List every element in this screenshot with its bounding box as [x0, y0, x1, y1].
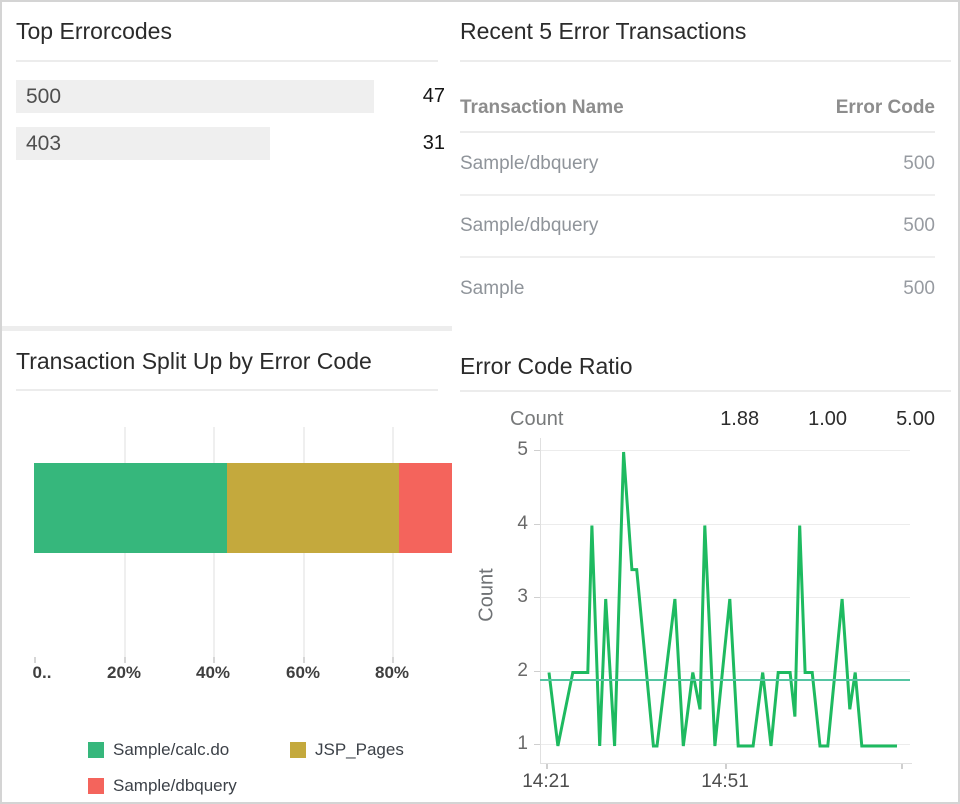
panel-title-error-code-ratio: Error Code Ratio — [460, 353, 633, 379]
x-axis-label: 40% — [195, 663, 231, 682]
y-axis-tick — [534, 524, 540, 525]
x-axis-label: 20% — [106, 663, 142, 682]
table-row[interactable]: Sample 500 — [460, 258, 935, 320]
x-axis-label: 80% — [374, 663, 410, 682]
errorcode-bar: 403 — [16, 127, 270, 160]
axis-tick — [392, 657, 394, 663]
y-axis-tick — [534, 597, 540, 598]
error-code-cell: 500 — [903, 278, 935, 299]
legend-item[interactable]: Sample/calc.do — [88, 740, 290, 760]
axis-tick — [303, 657, 305, 663]
bar-segment-sample-calc-do[interactable] — [34, 463, 229, 553]
y-axis-label: 2 — [517, 660, 528, 681]
gridline-horizontal — [540, 744, 910, 745]
axis-tick — [124, 657, 126, 663]
errorcode-value: 47 — [422, 85, 445, 107]
errorcode-label: 500 — [26, 85, 62, 108]
errorcode-row[interactable]: 500 47 — [16, 80, 452, 113]
stat-max: 5.00 — [896, 408, 935, 430]
legend-swatch-icon — [88, 778, 104, 794]
transactions-table: Sample/dbquery 500 Sample/dbquery 500 Sample… — [460, 134, 935, 320]
divider — [460, 390, 951, 392]
legend-label: Sample/calc.do — [113, 740, 230, 759]
errorcode-row[interactable]: 403 31 — [16, 127, 452, 160]
average-line — [540, 679, 910, 681]
errorcode-bar-list: 500 47 403 31 — [16, 80, 452, 174]
panel-title-recent-transactions: Recent 5 Error Transactions — [460, 18, 747, 44]
column-header-transaction-name: Transaction Name — [460, 97, 624, 118]
legend-label: Sample/dbquery — [113, 776, 237, 795]
legend-item[interactable]: JSP_Pages — [290, 740, 452, 760]
divider — [460, 60, 951, 62]
transaction-name-cell: Sample — [460, 278, 525, 299]
stat-min: 1.00 — [808, 408, 848, 430]
y-axis-line — [540, 438, 541, 764]
y-axis-tick — [534, 671, 540, 672]
axis-tick — [34, 657, 36, 663]
y-axis-label: 1 — [517, 733, 528, 754]
gridline-horizontal — [540, 524, 910, 525]
panel-top-errorcodes: Top Errorcodes 500 47 403 31 — [2, 2, 452, 326]
count-series-line — [547, 451, 897, 748]
transaction-name-cell: Sample/dbquery — [460, 153, 599, 174]
axis-tick — [213, 657, 215, 663]
stats-values: 1.88 1.00 5.00 — [720, 408, 935, 431]
panel-right-column: Recent 5 Error Transactions Transaction … — [452, 2, 958, 802]
gridline-horizontal — [540, 597, 910, 598]
panel-title-transaction-split: Transaction Split Up by Error Code — [16, 348, 372, 374]
error-code-cell: 500 — [903, 215, 935, 236]
legend-label: JSP_Pages — [315, 740, 404, 759]
table-row[interactable]: Sample/dbquery 500 — [460, 134, 935, 196]
y-axis-tick — [534, 744, 540, 745]
column-header-error-code: Error Code — [835, 97, 935, 118]
errorcode-value: 31 — [422, 132, 445, 154]
y-axis-label: 5 — [517, 439, 528, 460]
panel-transaction-split: Transaction Split Up by Error Code 0.. 20… — [2, 331, 452, 802]
y-axis-label: 4 — [517, 513, 528, 534]
gridline-horizontal — [540, 671, 910, 672]
divider — [16, 389, 438, 391]
divider — [460, 131, 935, 133]
legend-row: Sample/calc.do JSP_Pages — [88, 740, 452, 760]
divider — [16, 60, 438, 62]
legend-item[interactable]: Sample/dbquery — [88, 776, 290, 796]
x-axis-label: 14:51 — [701, 771, 749, 792]
errorcode-bar: 500 — [16, 80, 374, 113]
legend-swatch-icon — [88, 742, 104, 758]
y-axis-label: 3 — [517, 586, 528, 607]
legend-row: Sample/dbquery — [88, 776, 290, 796]
legend-swatch-icon — [290, 742, 306, 758]
bar-segment-sample-dbquery[interactable] — [398, 463, 452, 553]
x-axis-label: 0.. — [32, 663, 52, 682]
panel-separator — [2, 326, 452, 331]
error-code-cell: 500 — [903, 153, 935, 174]
table-row[interactable]: Sample/dbquery 500 — [460, 196, 935, 258]
stats-count-label: Count — [510, 408, 564, 430]
x-axis-label: 14:21 — [522, 771, 570, 792]
x-axis-tick — [546, 763, 548, 769]
x-axis-tick — [725, 763, 727, 769]
stat-average: 1.88 — [720, 408, 760, 430]
error-ratio-line-chart[interactable] — [540, 440, 912, 754]
x-axis-line — [540, 763, 912, 764]
y-axis-tick — [534, 450, 540, 451]
transaction-name-cell: Sample/dbquery — [460, 215, 599, 236]
errorcode-label: 403 — [26, 132, 62, 155]
panel-title-top-errorcodes: Top Errorcodes — [16, 18, 172, 44]
bar-segment-jsp-pages[interactable] — [227, 463, 400, 553]
x-axis-label: 60% — [285, 663, 321, 682]
gridline-horizontal — [540, 450, 910, 451]
x-axis-tick — [901, 763, 903, 769]
y-axis-title: Count — [475, 568, 498, 622]
